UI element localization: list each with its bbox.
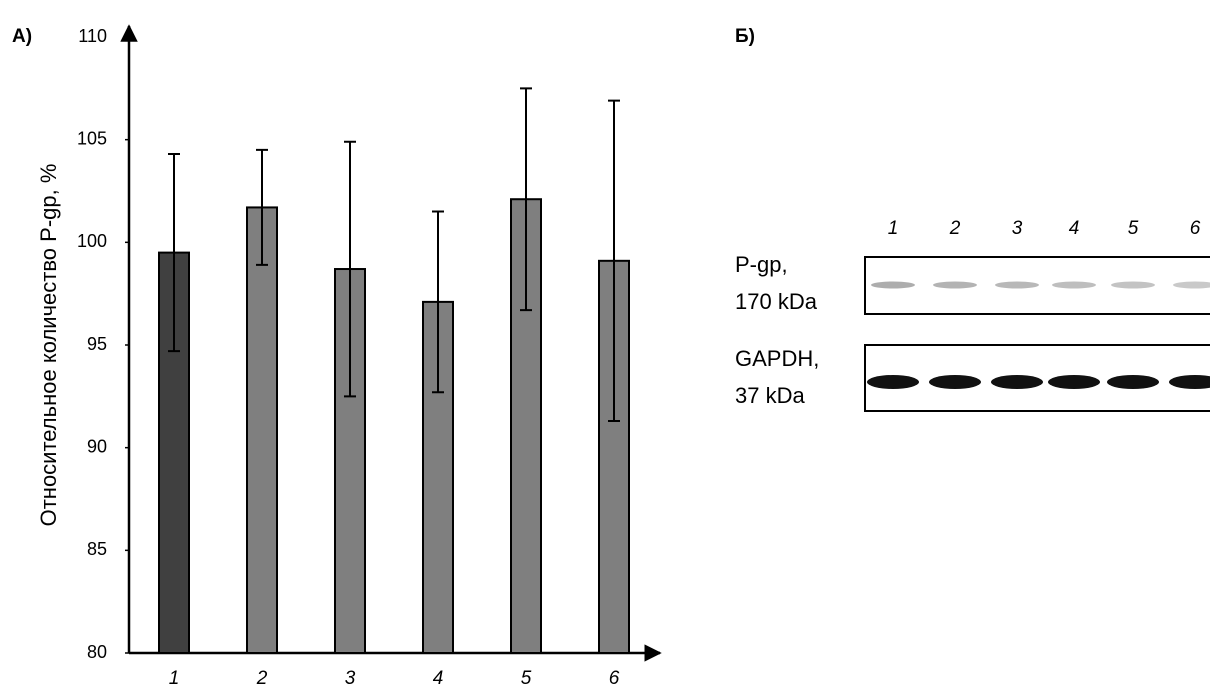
x-tick-label: 5	[521, 668, 532, 688]
lane-label: 2	[949, 218, 961, 239]
y-tick-label: 85	[87, 539, 107, 559]
band	[867, 375, 919, 389]
band	[933, 282, 977, 289]
x-tick-label: 4	[433, 668, 444, 688]
x-tick-label: 3	[345, 668, 356, 688]
band	[1048, 375, 1100, 389]
panel-label: Б)	[735, 26, 755, 47]
band	[995, 282, 1039, 289]
y-tick-label: 110	[78, 26, 107, 46]
lane-label: 3	[1012, 218, 1023, 239]
panel-label: А)	[12, 26, 32, 47]
row-label: P-gp,	[735, 252, 788, 277]
bar	[247, 207, 277, 653]
band	[1052, 282, 1096, 289]
figure: А) Б) Относительное количество P-gp, % 8…	[0, 0, 1210, 688]
band	[929, 375, 981, 389]
x-tick-label: 1	[169, 668, 180, 688]
row-size: 37 kDa	[735, 383, 805, 408]
y-axis-label: Относительное количество P-gp, %	[36, 164, 61, 527]
band	[1111, 282, 1155, 289]
band	[871, 282, 915, 289]
row-size: 170 kDa	[735, 289, 818, 314]
x-tick-label: 6	[609, 668, 620, 688]
y-tick-label: 95	[87, 334, 107, 354]
y-tick-label: 80	[87, 642, 107, 662]
lane-label: 6	[1190, 218, 1201, 239]
y-tick-label: 105	[77, 128, 107, 148]
row-label: GAPDH,	[735, 346, 819, 371]
lane-label: 5	[1128, 218, 1139, 239]
lane-label: 4	[1069, 218, 1080, 239]
y-tick-label: 90	[87, 436, 107, 456]
lane-label: 1	[888, 218, 899, 239]
band	[1107, 375, 1159, 389]
band	[991, 375, 1043, 389]
y-tick-label: 100	[77, 231, 107, 251]
x-tick-label: 2	[256, 668, 268, 688]
